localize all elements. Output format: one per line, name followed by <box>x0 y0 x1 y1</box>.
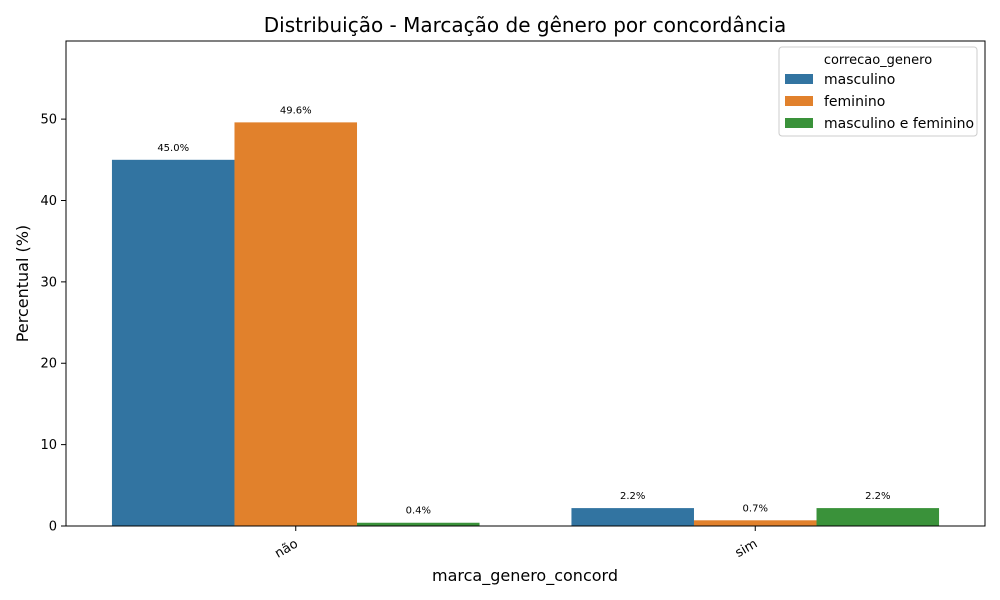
legend-label: feminino <box>824 94 885 110</box>
chart-title: Distribuição - Marcação de gênero por co… <box>264 13 786 37</box>
data-label: 2.2% <box>620 491 645 502</box>
data-label: 0.4% <box>406 506 431 517</box>
legend-items: masculino feminino masculino e feminino <box>785 72 974 132</box>
legend-box <box>778 46 978 137</box>
data-label: 2.2% <box>865 491 890 502</box>
legend-swatch <box>785 118 813 128</box>
plot-frame <box>65 40 986 527</box>
x-axis: não sim <box>272 526 760 562</box>
legend-label: masculino e feminino <box>824 116 974 132</box>
y-tick-label: 0 <box>49 520 57 535</box>
legend-label: masculino <box>824 72 895 88</box>
bar <box>571 508 694 526</box>
bar <box>693 520 817 526</box>
y-tick-label: 40 <box>40 194 57 209</box>
data-label: 45.0% <box>157 143 189 154</box>
data-label: 0.7% <box>743 503 768 514</box>
data-label: 49.6% <box>280 105 312 116</box>
bar <box>111 159 235 527</box>
x-axis-label: marca_genero_concord <box>432 566 618 586</box>
y-tick-label: 30 <box>40 275 57 290</box>
legend: correcao_genero masculinofemininomasculi… <box>778 46 978 137</box>
x-tick-label: não <box>272 536 300 561</box>
legend-swatch <box>785 74 813 84</box>
bar <box>234 122 358 526</box>
y-tick-label: 10 <box>40 438 57 453</box>
legend-swatch <box>785 96 813 106</box>
x-tick-label: sim <box>733 536 760 561</box>
legend-title: correcao_genero <box>824 53 932 68</box>
bar <box>357 522 480 526</box>
bar <box>816 508 940 526</box>
y-tick-label: 20 <box>40 357 57 372</box>
y-tick-label: 50 <box>40 113 57 128</box>
y-axis-label: Percentual (%) <box>13 225 32 342</box>
y-axis: 0 10 20 30 40 50 <box>40 113 66 535</box>
bars-group <box>111 122 940 527</box>
bar-labels-group: 45.0% 49.6% 0.4% 2.2% 0.7% 2.2% <box>157 105 890 516</box>
